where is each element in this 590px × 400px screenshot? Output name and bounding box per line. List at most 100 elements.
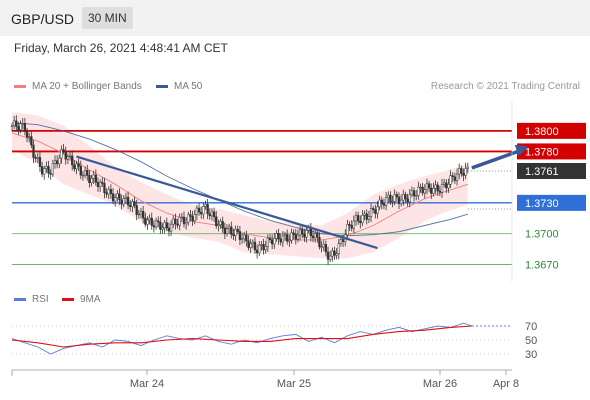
x-tick-label: Mar 25 — [277, 378, 311, 390]
candle-body — [462, 173, 465, 176]
candle-body — [329, 255, 332, 260]
legend-9ma: 9MA — [62, 294, 101, 305]
candle-body — [68, 155, 72, 157]
candle-body — [443, 182, 446, 185]
candle-body — [56, 160, 59, 165]
candle-body — [133, 201, 136, 206]
x-tick-label: Apr 8 — [493, 378, 519, 390]
candle-body — [337, 243, 340, 254]
rsi-level-label: 30 — [525, 349, 537, 361]
candle-body — [440, 184, 444, 193]
candle-body — [165, 222, 168, 229]
candle-body — [92, 174, 95, 179]
candle-body — [137, 213, 140, 216]
candle-body — [17, 126, 20, 131]
candle-body — [447, 184, 450, 189]
candle-body — [32, 144, 35, 158]
candle-body — [434, 184, 437, 189]
candle-body — [277, 233, 280, 240]
candle-body — [21, 123, 24, 125]
candle-body — [19, 123, 22, 131]
rsi-9ma-line — [11, 325, 473, 348]
candle-body — [372, 208, 375, 210]
candle-body — [135, 205, 138, 215]
candle-body — [417, 186, 420, 196]
candle-body — [185, 221, 188, 225]
candle-body — [169, 223, 173, 232]
chart-header: GBP/USD 30 MIN — [0, 0, 590, 36]
candle-body — [88, 175, 91, 183]
candle-body — [206, 204, 209, 214]
legend-rsi: RSI — [14, 294, 49, 305]
candle-body — [139, 210, 143, 215]
candle-body — [264, 246, 267, 251]
candle-body — [374, 209, 377, 214]
legend-9ma-label: 9MA — [80, 294, 101, 305]
candle-body — [389, 194, 392, 202]
candle-body — [49, 173, 52, 175]
candle-body — [23, 123, 27, 132]
candle-body — [53, 160, 57, 164]
candle-body — [25, 131, 29, 138]
ma50-line — [11, 122, 468, 237]
candle-body — [393, 194, 396, 202]
candle-body — [275, 233, 278, 239]
candle-body — [101, 181, 104, 184]
legend-ma20-bollinger: MA 20 + Bollinger Bands — [14, 81, 142, 92]
candle-body — [365, 213, 368, 220]
candle-body — [223, 228, 226, 234]
legend-ma20-swatch — [14, 84, 26, 88]
candle-body — [45, 166, 48, 169]
candle-body — [324, 244, 328, 253]
legend-rsi-label: RSI — [32, 294, 49, 305]
candle-body — [202, 206, 205, 215]
candle-body — [339, 239, 343, 244]
candle-body — [118, 193, 121, 201]
candle-body — [397, 196, 401, 204]
candle-body — [268, 237, 272, 241]
candle-body — [320, 246, 323, 248]
candle-body — [111, 193, 115, 202]
resistance-label-box — [517, 143, 586, 160]
candle-body — [38, 157, 42, 167]
candle-body — [58, 157, 61, 165]
candle-body — [122, 198, 125, 205]
x-tick-label: Mar 24 — [130, 378, 164, 390]
candle-body — [290, 232, 293, 241]
candle-body — [228, 226, 231, 229]
candle-body — [255, 249, 259, 254]
support-label: 1.3700 — [525, 229, 559, 241]
candle-body — [438, 190, 442, 193]
candle-body — [262, 244, 265, 251]
candle-body — [238, 231, 242, 240]
candle-body — [36, 157, 39, 159]
timeframe-button[interactable]: 30 MIN — [82, 7, 133, 29]
candle-body — [64, 151, 67, 160]
candle-body — [129, 204, 132, 207]
candle-body — [208, 213, 211, 217]
candle-body — [464, 168, 467, 176]
candle-body — [376, 206, 379, 214]
candle-body — [232, 233, 235, 236]
candle-body — [178, 216, 181, 226]
candle-body — [294, 234, 297, 240]
trendline — [76, 155, 378, 250]
candle-body — [260, 244, 263, 246]
candle-body — [107, 189, 110, 195]
candle-body — [109, 189, 113, 194]
candle-body — [449, 175, 452, 185]
candle-body — [326, 251, 330, 260]
candle-body — [382, 203, 386, 206]
candle-body — [408, 194, 411, 203]
candle-body — [352, 220, 356, 229]
candle-body — [120, 199, 123, 205]
candle-body — [182, 216, 186, 225]
candle-body — [466, 166, 469, 169]
candle-body — [79, 166, 82, 176]
candle-body — [221, 221, 224, 229]
candle-body — [367, 216, 371, 220]
candle-body — [363, 213, 366, 216]
candle-body — [288, 239, 291, 242]
candle-body — [217, 224, 220, 227]
